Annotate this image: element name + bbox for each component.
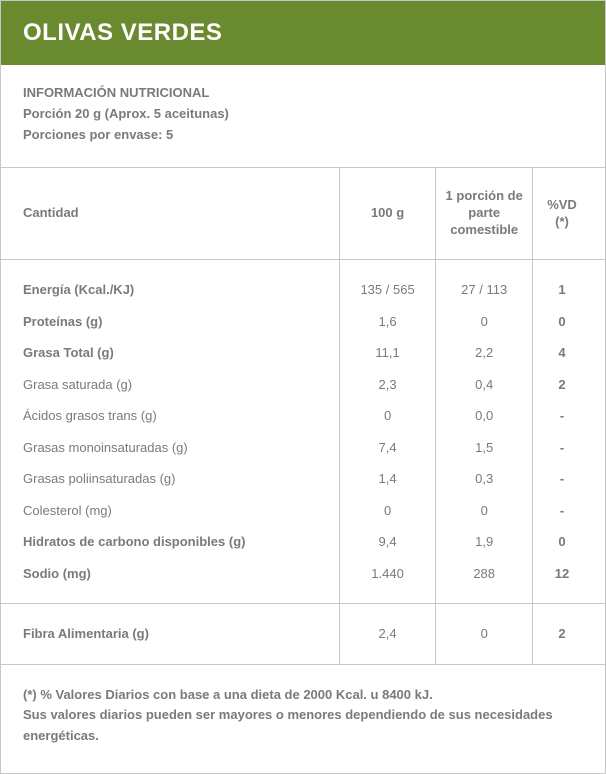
cell-vd: 2 [533, 604, 606, 665]
cell-portion: 1,9 [436, 526, 533, 558]
col-portion: 1 porción de parte comestible [436, 168, 533, 259]
cell-per100: 2,4 [339, 604, 436, 665]
info-heading: INFORMACIÓN NUTRICIONAL [23, 83, 583, 104]
info-block: INFORMACIÓN NUTRICIONAL Porción 20 g (Ap… [1, 65, 605, 168]
table-row: Energía (Kcal./KJ)135 / 56527 / 1131 [1, 260, 605, 306]
cell-vd: - [533, 463, 606, 495]
cell-per100: 11,1 [339, 337, 436, 369]
cell-label: Sodio (mg) [1, 558, 339, 604]
cell-label: Ácidos grasos trans (g) [1, 400, 339, 432]
cell-label: Grasa saturada (g) [1, 369, 339, 401]
table-header-row: Cantidad 100 g 1 porción de parte comest… [1, 168, 605, 259]
cell-portion: 0,4 [436, 369, 533, 401]
card-header: OLIVAS VERDES [1, 1, 605, 65]
nutrition-card: OLIVAS VERDES INFORMACIÓN NUTRICIONAL Po… [0, 0, 606, 774]
table-row: Colesterol (mg)00- [1, 495, 605, 527]
table-row: Grasa saturada (g)2,30,42 [1, 369, 605, 401]
cell-portion: 0,0 [436, 400, 533, 432]
cell-per100: 9,4 [339, 526, 436, 558]
info-portion: Porción 20 g (Aprox. 5 aceitunas) [23, 104, 583, 125]
cell-label: Grasas monoinsaturadas (g) [1, 432, 339, 464]
cell-portion: 288 [436, 558, 533, 604]
cell-label: Hidratos de carbono disponibles (g) [1, 526, 339, 558]
cell-per100: 1,4 [339, 463, 436, 495]
table-row: Ácidos grasos trans (g)00,0- [1, 400, 605, 432]
col-vd: %VD (*) [533, 168, 606, 259]
cell-vd: - [533, 400, 606, 432]
cell-portion: 1,5 [436, 432, 533, 464]
cell-label: Proteínas (g) [1, 306, 339, 338]
table-row: Grasas poliinsaturadas (g)1,40,3- [1, 463, 605, 495]
table-row: Grasa Total (g)11,12,24 [1, 337, 605, 369]
cell-per100: 1.440 [339, 558, 436, 604]
cell-portion: 0 [436, 495, 533, 527]
cell-portion: 0 [436, 306, 533, 338]
cell-label: Fibra Alimentaria (g) [1, 604, 339, 665]
cell-label: Grasas poliinsaturadas (g) [1, 463, 339, 495]
cell-portion: 2,2 [436, 337, 533, 369]
cell-label: Grasa Total (g) [1, 337, 339, 369]
cell-label: Energía (Kcal./KJ) [1, 260, 339, 306]
table-body: Energía (Kcal./KJ)135 / 56527 / 1131Prot… [1, 260, 605, 665]
cell-vd: 12 [533, 558, 606, 604]
cell-portion: 27 / 113 [436, 260, 533, 306]
product-title: OLIVAS VERDES [23, 19, 583, 47]
cell-vd: 4 [533, 337, 606, 369]
info-servings: Porciones por envase: 5 [23, 125, 583, 146]
table-row: Sodio (mg)1.44028812 [1, 558, 605, 604]
cell-per100: 0 [339, 400, 436, 432]
table-row: Fibra Alimentaria (g)2,402 [1, 604, 605, 665]
cell-vd: 2 [533, 369, 606, 401]
cell-per100: 135 / 565 [339, 260, 436, 306]
table-row: Proteínas (g)1,600 [1, 306, 605, 338]
cell-vd: - [533, 432, 606, 464]
cell-per100: 7,4 [339, 432, 436, 464]
cell-vd: 0 [533, 306, 606, 338]
cell-portion: 0 [436, 604, 533, 665]
cell-per100: 1,6 [339, 306, 436, 338]
nutrition-table: Cantidad 100 g 1 porción de parte comest… [1, 168, 605, 664]
col-quantity: Cantidad [1, 168, 339, 259]
cell-per100: 0 [339, 495, 436, 527]
cell-label: Colesterol (mg) [1, 495, 339, 527]
cell-vd: - [533, 495, 606, 527]
cell-vd: 1 [533, 260, 606, 306]
table-row: Grasas monoinsaturadas (g)7,41,5- [1, 432, 605, 464]
cell-vd: 0 [533, 526, 606, 558]
footnote-line2: Sus valores diarios pueden ser mayores o… [23, 707, 553, 743]
table-row: Hidratos de carbono disponibles (g)9,41,… [1, 526, 605, 558]
footnote: (*) % Valores Diarios con base a una die… [1, 665, 605, 773]
col-per100: 100 g [339, 168, 436, 259]
cell-portion: 0,3 [436, 463, 533, 495]
cell-per100: 2,3 [339, 369, 436, 401]
